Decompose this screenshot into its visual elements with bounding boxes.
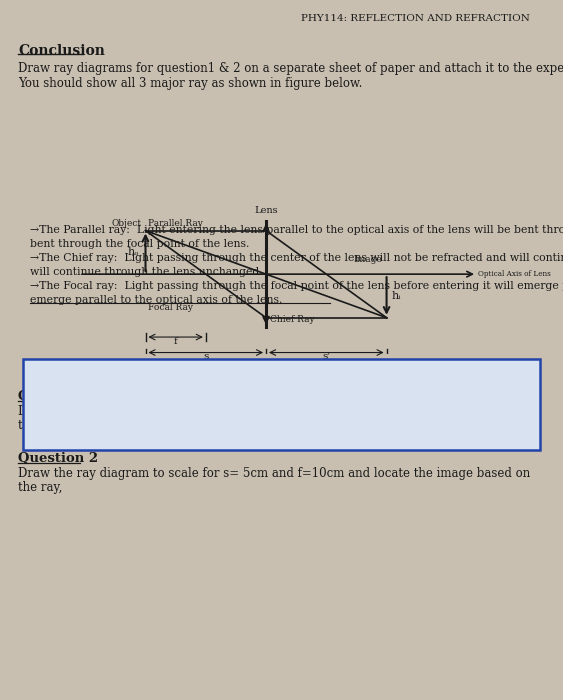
Text: Question 2: Question 2 <box>18 452 98 465</box>
Text: →The Chief ray:  Light passing through the center of the lens will not be refrac: →The Chief ray: Light passing through th… <box>30 253 563 263</box>
Text: Parallel Ray: Parallel Ray <box>148 218 203 228</box>
Text: the ray,: the ray, <box>18 481 62 494</box>
Text: hᵢ: hᵢ <box>391 291 401 301</box>
Text: Conclusion: Conclusion <box>18 44 105 58</box>
Text: Object: Object <box>112 218 142 228</box>
Text: s: s <box>203 352 208 361</box>
Text: hₒ: hₒ <box>128 247 140 258</box>
Text: Image: Image <box>353 256 382 265</box>
Text: f: f <box>174 337 177 346</box>
Text: bent through the focal point of the lens.: bent through the focal point of the lens… <box>30 239 249 249</box>
Text: Draw the ray diagram to ​scale​ for s= 5cm and f=10cm and locate the image based: Draw the ray diagram to ​scale​ for s= 5… <box>18 467 530 480</box>
Text: Draw the ray diagram to ​scale​ for s=30cm and f=10cm and locate the image based: Draw the ray diagram to ​scale​ for s=30… <box>18 405 534 418</box>
Text: →The Focal ray:  Light passing through the focal point of the lens before enteri: →The Focal ray: Light passing through th… <box>30 281 563 291</box>
Text: Optical Axis of Lens: Optical Axis of Lens <box>478 270 551 278</box>
Text: PHY114: REFLECTION AND REFRACTION: PHY114: REFLECTION AND REFRACTION <box>301 14 529 23</box>
Text: Focal Ray: Focal Ray <box>148 303 193 312</box>
Text: Chief Ray: Chief Ray <box>270 315 314 324</box>
Text: Question 1: Question 1 <box>18 390 98 403</box>
Text: Draw ray diagrams for question1 & 2 on a separate sheet of paper and attach it t: Draw ray diagrams for question1 & 2 on a… <box>18 62 563 75</box>
Text: emerge parallel to the optical axis of the lens.: emerge parallel to the optical axis of t… <box>30 295 283 305</box>
Text: Lens: Lens <box>254 206 278 215</box>
Text: the ray,: the ray, <box>18 419 62 432</box>
Text: You should show all 3 major ray as shown in figure below.: You should show all 3 major ray as shown… <box>18 77 363 90</box>
Text: will continue through the lens unchanged.: will continue through the lens unchanged… <box>30 267 262 277</box>
Text: s': s' <box>322 352 330 361</box>
Text: →The Parallel ray:  Light entering the lens parallel to the optical axis of the : →The Parallel ray: Light entering the le… <box>30 225 563 235</box>
